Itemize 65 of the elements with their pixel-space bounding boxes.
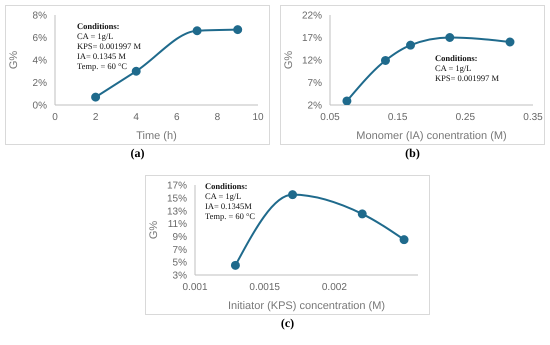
point bbox=[192, 26, 202, 36]
annotation: IA= 0.1345 M bbox=[77, 51, 127, 61]
y-tick-label: 0% bbox=[32, 100, 48, 112]
point bbox=[445, 33, 454, 42]
annotation: CA = 1g/L bbox=[435, 63, 472, 73]
y-tick-label: 22% bbox=[302, 10, 322, 22]
annotation: Temp. = 60 °C bbox=[77, 61, 128, 71]
x-tick-label: 0.05 bbox=[320, 112, 340, 124]
x-tick-label: 10 bbox=[252, 112, 264, 124]
point bbox=[358, 209, 367, 218]
text: (a) bbox=[130, 146, 146, 161]
annotation: Temp. = 60 °C bbox=[205, 211, 256, 221]
x-tick-label: 0.15 bbox=[388, 112, 408, 124]
y-tick-label: 11% bbox=[168, 219, 188, 230]
point bbox=[406, 40, 416, 50]
x-tick-label: 0.0015 bbox=[249, 282, 280, 294]
y-tick-label: 3% bbox=[172, 270, 188, 282]
annotation: KPS= 0.001997 M bbox=[435, 73, 500, 83]
y-tick-label: 7% bbox=[308, 78, 322, 90]
x-tick-label: 0.001 bbox=[182, 282, 208, 294]
point bbox=[400, 235, 409, 244]
y-tick-label: 8% bbox=[32, 10, 48, 22]
point bbox=[132, 66, 141, 76]
x-tick-label: 2 bbox=[92, 112, 99, 124]
x-axis-title: Monomer (IA) conentration (M) bbox=[356, 130, 507, 142]
y-tick-label: 4% bbox=[32, 56, 48, 67]
annotation: KPS= 0.001997 M bbox=[77, 41, 142, 51]
point bbox=[288, 190, 298, 200]
x-axis-title: Initiator (KPS) concentration (M) bbox=[228, 300, 386, 312]
x-tick-label: 8 bbox=[214, 112, 221, 124]
y-axis-title: G% bbox=[282, 50, 295, 70]
y-tick-label: 17% bbox=[302, 33, 322, 44]
y-tick-label: 15% bbox=[166, 193, 188, 204]
annotation: Conditions: bbox=[77, 21, 121, 31]
x-tick-label: 0.25 bbox=[456, 112, 476, 124]
annotation: Conditions: bbox=[435, 53, 479, 63]
point bbox=[380, 56, 390, 65]
x-tick-label: 0 bbox=[52, 112, 58, 124]
annotation: CA = 1g/L bbox=[77, 31, 114, 41]
y-tick-label: 13% bbox=[166, 206, 188, 218]
y-axis-title: G% bbox=[148, 220, 160, 240]
y-tick-label: 9% bbox=[172, 232, 188, 243]
y-tick-label: 2% bbox=[308, 100, 322, 112]
point bbox=[233, 25, 242, 34]
point bbox=[91, 92, 100, 102]
x-axis-title: Time (h) bbox=[136, 130, 177, 142]
point bbox=[342, 96, 352, 105]
y-tick-label: 6% bbox=[32, 33, 48, 44]
x-tick-label: 6 bbox=[174, 112, 180, 124]
y-tick-label: 12% bbox=[302, 56, 322, 67]
annotation: Conditions: bbox=[205, 181, 249, 191]
point bbox=[230, 260, 240, 270]
y-tick-label: 7% bbox=[172, 244, 188, 256]
y-tick-label: 2% bbox=[32, 78, 48, 90]
annotation: IA= 0.1345M bbox=[205, 201, 253, 211]
text: (c) bbox=[280, 316, 296, 331]
annotation: CA = 1g/L bbox=[205, 191, 242, 201]
x-tick-label: 0.002 bbox=[322, 282, 348, 294]
text: (b) bbox=[404, 146, 421, 161]
point bbox=[505, 38, 514, 46]
y-tick-label: 17% bbox=[166, 180, 188, 192]
x-tick-label: 4 bbox=[133, 112, 140, 124]
y-tick-label: 5% bbox=[172, 258, 188, 269]
x-tick-label: 0.35 bbox=[523, 112, 544, 124]
y-axis-title: G% bbox=[8, 50, 20, 70]
